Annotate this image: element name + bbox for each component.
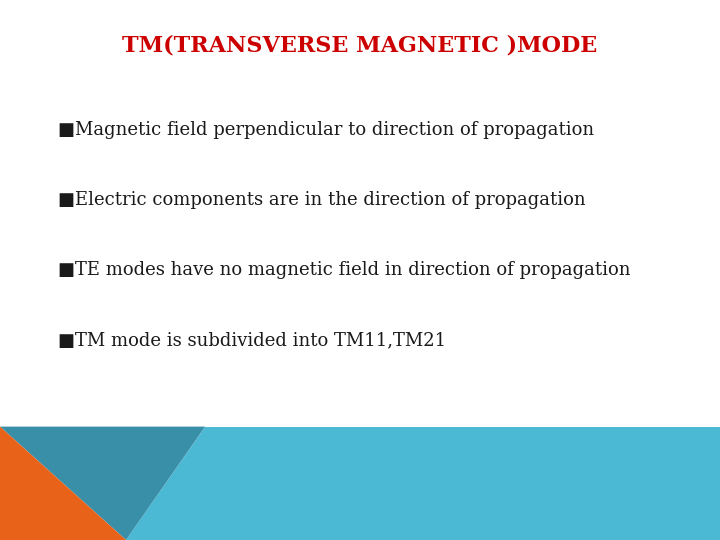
Text: TM(TRANSVERSE MAGNETIC )MODE: TM(TRANSVERSE MAGNETIC )MODE: [122, 35, 598, 57]
Text: ■Magnetic field perpendicular to direction of propagation: ■Magnetic field perpendicular to directi…: [58, 120, 594, 139]
Polygon shape: [0, 427, 205, 540]
Text: ■Electric components are in the direction of propagation: ■Electric components are in the directio…: [58, 191, 585, 209]
Text: ■TM mode is subdivided into TM11,TM21: ■TM mode is subdivided into TM11,TM21: [58, 331, 446, 349]
Polygon shape: [126, 427, 720, 540]
Polygon shape: [0, 427, 126, 540]
Text: ■TE modes have no magnetic field in direction of propagation: ■TE modes have no magnetic field in dire…: [58, 261, 630, 279]
